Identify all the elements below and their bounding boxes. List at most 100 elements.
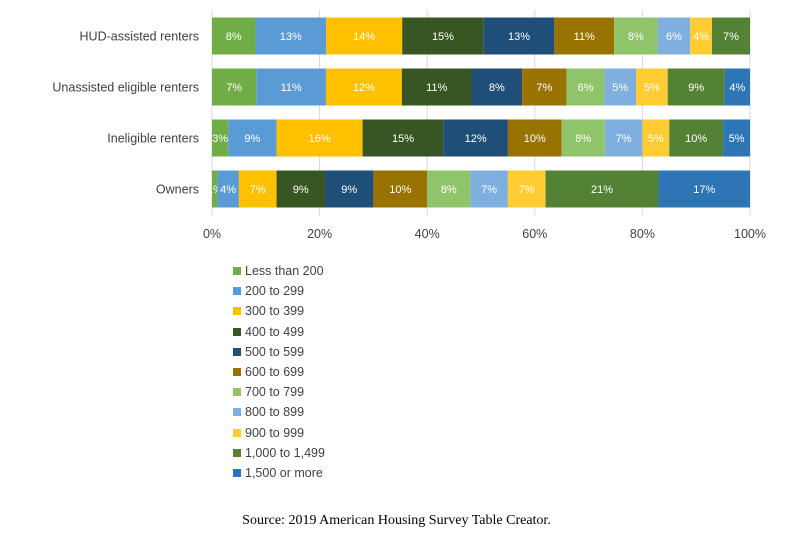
legend-swatch (233, 408, 241, 417)
bar-segment (507, 170, 546, 208)
bar-segment (566, 68, 605, 106)
legend-item: 600 to 699 (233, 362, 325, 382)
data-label: 5% (644, 82, 660, 94)
data-label: 7% (519, 184, 535, 196)
legend-item: 1,000 to 1,499 (233, 443, 325, 463)
data-label: 14% (353, 31, 375, 43)
legend-item: 700 to 799 (233, 382, 325, 402)
legend-swatch (233, 428, 241, 437)
data-label: 12% (353, 82, 375, 94)
bar-segment (554, 17, 615, 55)
bar-segment (212, 170, 218, 208)
bar-segment (604, 119, 643, 157)
legend-swatch (233, 347, 241, 356)
data-label: 7% (226, 82, 242, 94)
data-label: 4% (729, 82, 745, 94)
bar-segment (545, 170, 659, 208)
data-label: 8% (628, 31, 644, 43)
data-label: 9% (293, 184, 309, 196)
bar-segment (256, 68, 326, 106)
x-tick-label: 20% (307, 227, 332, 241)
bar-segment (212, 119, 229, 157)
legend-label: 1,000 to 1,499 (245, 445, 325, 460)
legend-swatch (233, 368, 241, 377)
legend-item: 800 to 899 (233, 402, 325, 422)
bar-segment (402, 17, 484, 55)
data-label: 11% (574, 31, 595, 43)
bar-segment (657, 17, 691, 55)
data-label: 8% (226, 31, 242, 43)
data-label: 16% (309, 133, 331, 145)
bar-segment (276, 170, 325, 208)
data-label: 7% (723, 31, 739, 43)
data-label: 10% (524, 133, 546, 145)
x-tick-label: 80% (630, 227, 655, 241)
legend-item: 1,500 or more (233, 463, 325, 483)
data-label: 11% (426, 82, 447, 94)
legend-label: 200 to 299 (245, 284, 305, 299)
data-label: 9% (341, 184, 357, 196)
data-label: 17% (693, 184, 715, 196)
x-tick-label: 60% (522, 227, 547, 241)
bar-segment (217, 170, 239, 208)
legend-swatch (233, 287, 241, 296)
data-label: 3% (212, 133, 228, 145)
bar-segment (724, 68, 750, 106)
legend-item: 300 to 399 (233, 301, 325, 321)
x-tick-label: 0% (203, 227, 221, 241)
legend-item: 900 to 999 (233, 423, 325, 443)
legend-label: 1,500 or more (245, 465, 323, 480)
category-label: HUD-assisted renters (80, 30, 199, 44)
bar-segment (326, 17, 403, 55)
bar-segment (642, 119, 670, 157)
data-label: 6% (577, 82, 593, 94)
data-label: 5% (648, 133, 664, 145)
data-label: 7% (481, 184, 497, 196)
data-label: 5% (729, 133, 745, 145)
category-label: Unassisted eligible renters (52, 81, 199, 95)
data-label: 10% (685, 133, 707, 145)
data-label: 10% (389, 184, 411, 196)
bar-segment (669, 119, 724, 157)
data-label: 8% (575, 133, 591, 145)
bar-segment (443, 119, 508, 157)
legend-label: 900 to 999 (245, 425, 305, 440)
x-tick-label: 100% (734, 227, 766, 241)
data-label: 13% (280, 31, 302, 43)
data-label: 4% (693, 31, 709, 43)
legend-item: 500 to 599 (233, 342, 325, 362)
bar-segment (658, 170, 750, 208)
bar-segment (711, 17, 750, 55)
legend-label: 600 to 699 (245, 365, 305, 380)
legend-item: Less than 200 (233, 261, 325, 281)
legend-item: 200 to 299 (233, 281, 325, 301)
data-label: 11% (281, 82, 302, 94)
bar-segment (362, 119, 444, 157)
bar-segment (401, 68, 472, 106)
data-label: 4% (220, 184, 236, 196)
data-label: 5% (612, 82, 628, 94)
legend-swatch (233, 327, 241, 336)
data-label: 7% (616, 133, 632, 145)
legend-swatch (233, 468, 241, 477)
data-label: 9% (244, 133, 260, 145)
legend-label: Less than 200 (245, 264, 324, 279)
data-label: 8% (489, 82, 505, 94)
legend-swatch (233, 388, 241, 397)
data-label: 15% (392, 133, 414, 145)
legend-swatch (233, 307, 241, 316)
data-label: 15% (432, 31, 454, 43)
legend-label: 300 to 399 (245, 304, 305, 319)
bar-segment (614, 17, 658, 55)
bar-segment (238, 170, 277, 208)
bar-segment (276, 119, 363, 157)
bar-segment (373, 170, 428, 208)
bar-segment (470, 170, 508, 208)
bar-segment (212, 17, 256, 55)
data-label: 9% (688, 82, 704, 94)
data-label: 6% (666, 31, 682, 43)
bar-segment (690, 17, 712, 55)
legend-label: 700 to 799 (245, 385, 305, 400)
bar-segment (561, 119, 605, 157)
source-caption: Source: 2019 American Housing Survey Tab… (242, 513, 551, 528)
